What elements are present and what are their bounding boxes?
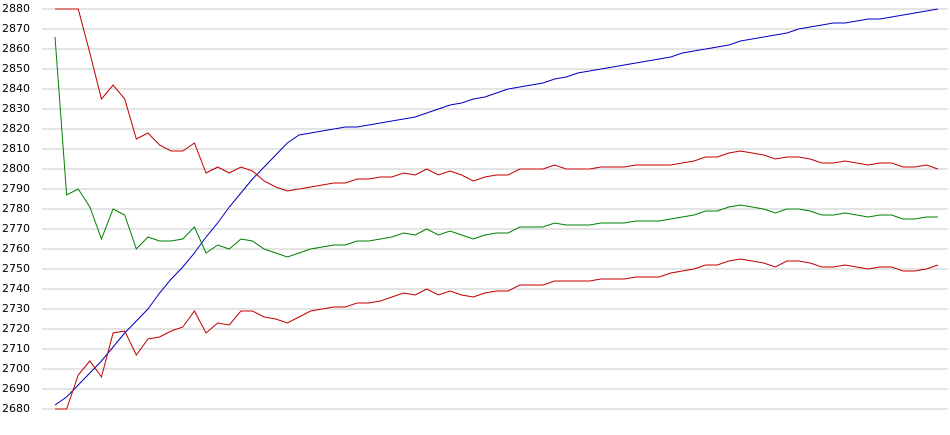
y-tick-label: 2770	[2, 222, 30, 235]
y-tick-label: 2700	[2, 362, 30, 375]
y-tick-label: 2780	[2, 202, 30, 215]
y-tick-label: 2840	[2, 82, 30, 95]
y-tick-label: 2680	[2, 402, 30, 415]
y-tick-label: 2810	[2, 142, 30, 155]
series-line	[55, 258, 939, 410]
y-tick-label: 2720	[2, 322, 30, 335]
y-tick-label: 2690	[2, 382, 30, 395]
series-line	[54, 36, 938, 258]
y-tick-label: 2800	[2, 162, 30, 175]
y-tick-label: 2710	[2, 342, 30, 355]
y-tick-label: 2880	[2, 2, 30, 15]
y-tick-label: 2740	[2, 282, 30, 295]
series-line	[54, 8, 939, 406]
y-tick-label: 2850	[2, 62, 30, 75]
y-tick-label: 2820	[2, 122, 30, 135]
y-tick-label: 2790	[2, 182, 30, 195]
y-tick-label: 2750	[2, 262, 30, 275]
series-line	[55, 8, 939, 192]
y-tick-label: 2830	[2, 102, 30, 115]
y-tick-label: 2870	[2, 22, 30, 35]
y-tick-label: 2730	[2, 302, 30, 315]
y-tick-label: 2760	[2, 242, 30, 255]
y-tick-label: 2860	[2, 42, 30, 55]
